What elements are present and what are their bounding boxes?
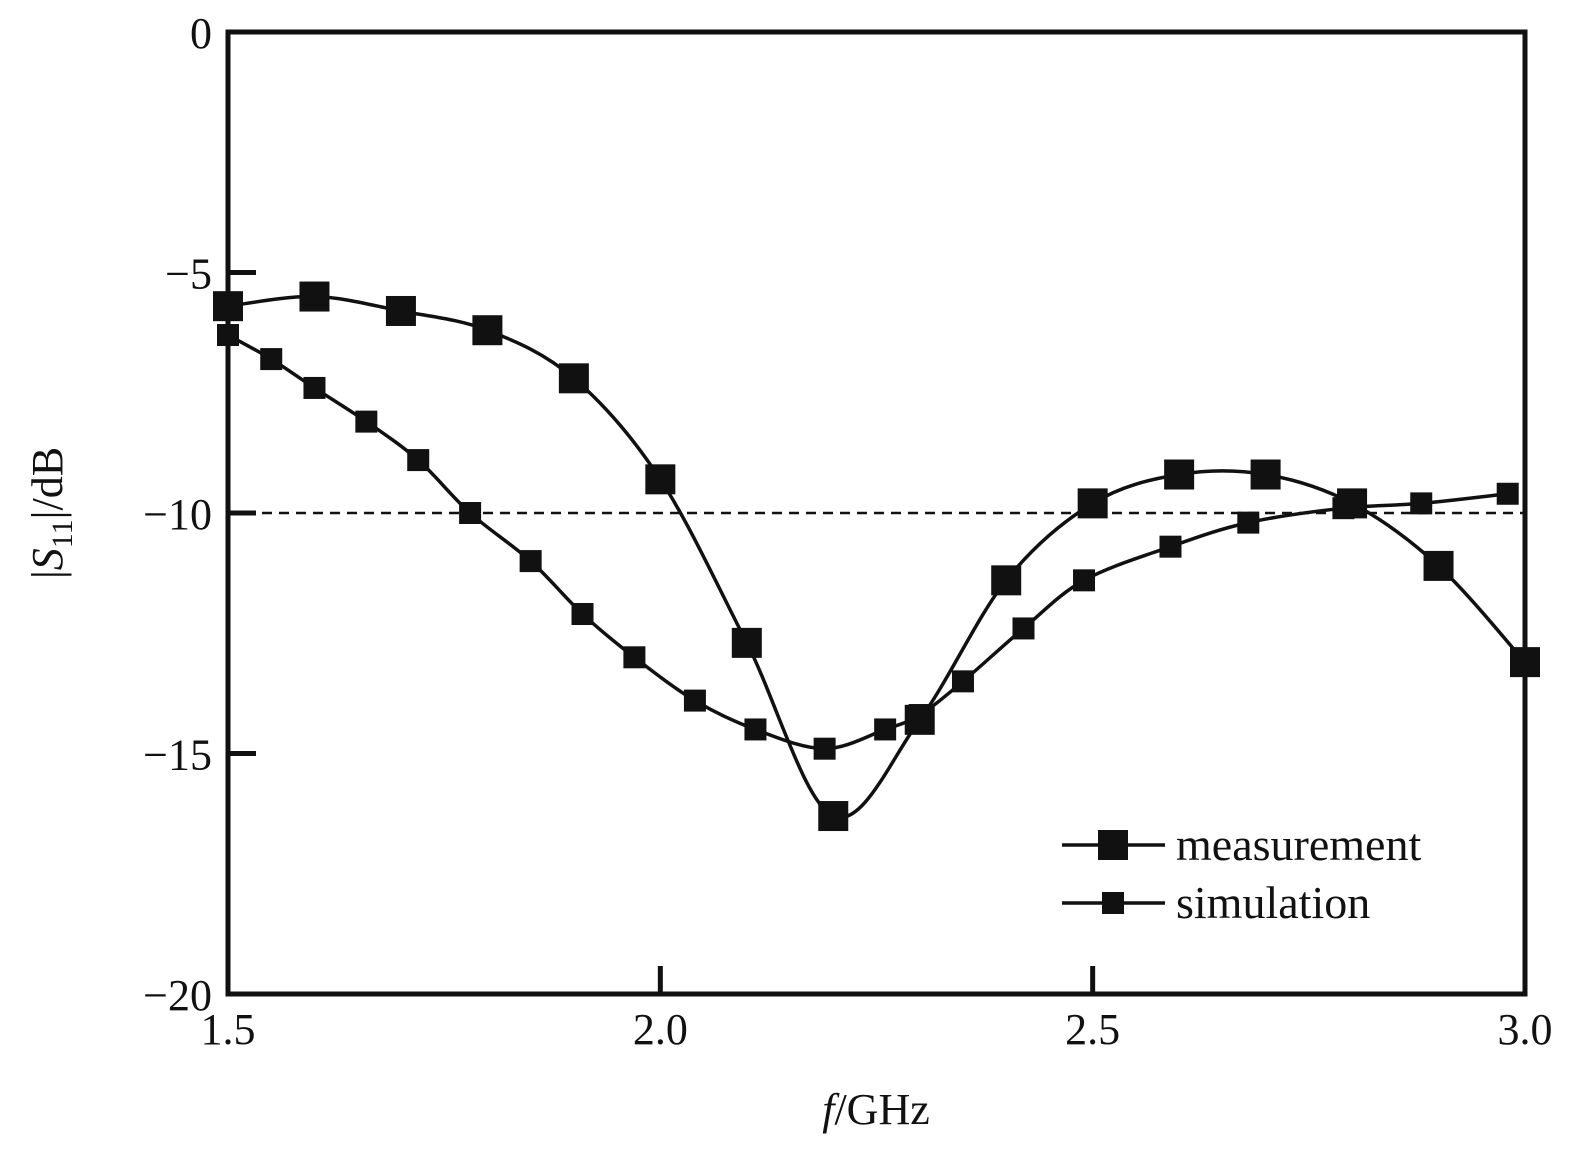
series-simulation [217, 324, 1519, 760]
x-tick-label: 2.5 [1065, 1005, 1120, 1054]
data-point-simulation [303, 376, 326, 399]
y-tick-label: −5 [165, 250, 212, 299]
data-point-simulation [874, 718, 897, 741]
data-point-simulation [355, 410, 378, 433]
data-point-measurement [1164, 459, 1195, 490]
axis-ticks-group: 0 −5 −10 −15 −201.5 2.0 2.5 3.0 [143, 9, 1552, 1054]
data-point-simulation [951, 670, 974, 693]
data-point-measurement [991, 565, 1022, 596]
y-axis-title-unit: |/dB [23, 447, 72, 519]
data-point-simulation [813, 737, 836, 760]
data-point-simulation [260, 348, 283, 371]
data-point-simulation [519, 550, 542, 573]
data-point-simulation [1332, 497, 1355, 520]
legend-marker-simulation [1102, 892, 1124, 914]
x-tick-label: 3.0 [1498, 1005, 1553, 1054]
data-point-measurement [1250, 459, 1281, 490]
data-point-simulation [1496, 482, 1519, 505]
x-tick-label: 1.5 [201, 1005, 256, 1054]
data-point-measurement [213, 291, 243, 322]
series-group [213, 281, 1540, 832]
series-measurement [213, 281, 1540, 832]
legend: measurement simulation [1062, 819, 1421, 928]
data-point-measurement [1077, 488, 1108, 519]
data-point-simulation [1012, 617, 1035, 640]
y-tick-label: 0 [190, 9, 212, 58]
data-point-measurement [558, 363, 589, 394]
data-point-simulation [217, 324, 239, 347]
data-point-measurement [1510, 647, 1540, 678]
data-point-measurement [1423, 550, 1454, 581]
y-axis-title-pre: | [23, 570, 72, 579]
data-point-simulation [459, 502, 482, 524]
y-tick-label: −10 [143, 490, 212, 539]
y-tick-label: −15 [143, 731, 212, 780]
y-axis-title-symbol: S [23, 548, 72, 570]
data-point-measurement [731, 627, 762, 658]
data-point-measurement [645, 464, 676, 495]
legend-label-simulation: simulation [1176, 877, 1370, 928]
data-point-simulation [1073, 569, 1096, 592]
data-point-measurement [818, 801, 849, 832]
data-point-simulation [683, 689, 706, 712]
data-point-simulation [1159, 535, 1182, 558]
data-point-measurement [299, 281, 330, 312]
legend-marker-measurement [1098, 830, 1128, 860]
legend-label-measurement: measurement [1176, 819, 1421, 870]
x-axis-title-unit: /GHz [834, 1085, 929, 1134]
data-point-simulation [623, 646, 646, 669]
x-tick-label: 2.0 [633, 1005, 688, 1054]
y-axis-title: |S11|/dB [23, 447, 79, 579]
data-point-simulation [1237, 511, 1260, 534]
y-tick-label: −20 [143, 971, 212, 1020]
y-axis-title-subscript: 11 [46, 519, 79, 548]
data-point-simulation [571, 603, 594, 626]
data-point-measurement [385, 295, 416, 326]
series-line-simulation [227, 333, 1508, 751]
data-point-measurement [472, 315, 503, 346]
data-point-simulation [407, 449, 430, 472]
data-point-simulation [1410, 492, 1433, 515]
data-point-simulation [908, 704, 931, 727]
x-axis-title: f/GHz [822, 1085, 930, 1134]
data-point-simulation [744, 718, 767, 741]
